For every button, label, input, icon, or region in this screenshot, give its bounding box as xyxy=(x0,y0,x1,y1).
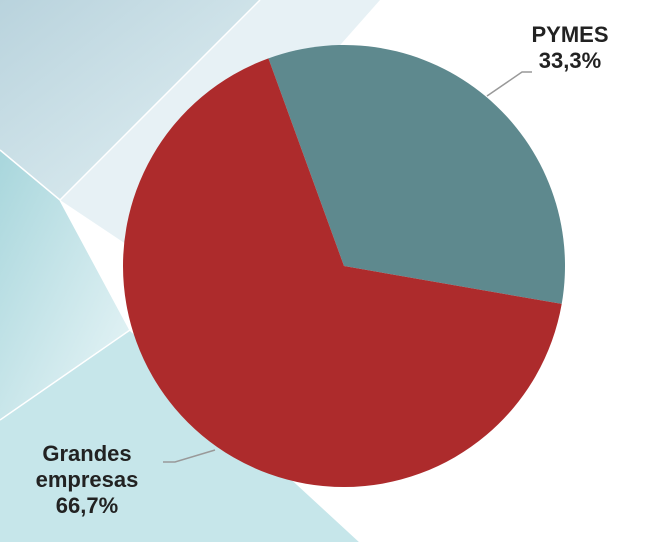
pie-slice xyxy=(123,58,562,487)
pie xyxy=(123,45,565,487)
leader-line xyxy=(486,71,532,97)
value-label: 66,7% xyxy=(55,493,119,518)
value-label: 33,3% xyxy=(538,48,602,73)
pie-slice xyxy=(268,45,565,304)
slice-label: Grandes empresas 66,7% xyxy=(12,441,162,519)
category-label: Grandes empresas xyxy=(35,441,139,492)
slice-label: PYMES 33,3% xyxy=(510,22,630,74)
category-label: PYMES xyxy=(531,22,609,47)
leader-line xyxy=(163,449,216,463)
